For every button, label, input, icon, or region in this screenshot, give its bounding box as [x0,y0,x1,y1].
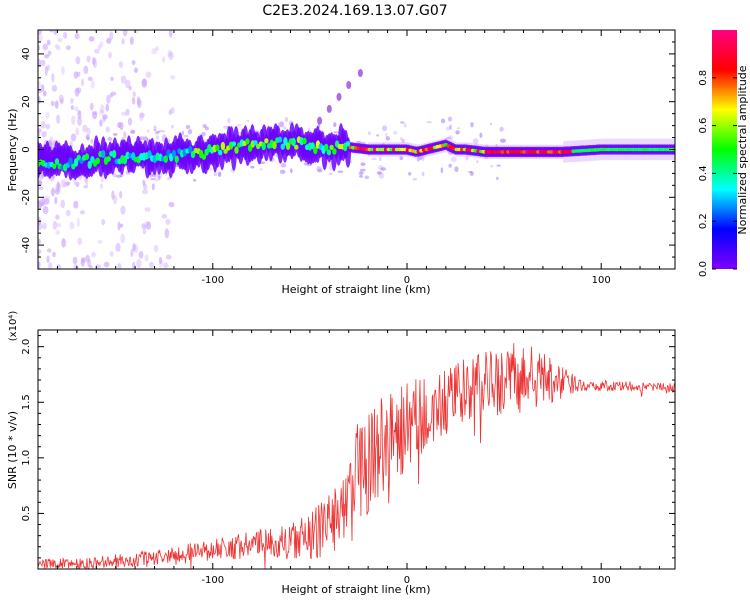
y-tick-label: 2.0 [21,339,32,355]
snr-series-line [38,343,675,569]
colorbar-bar [712,30,737,269]
x-tick-label: 100 [592,275,611,286]
snr-panel: -100 0 100 0.5 1.0 1.5 2.0 Height of straight … [6,311,676,596]
x-tick-label: 0 [404,575,410,586]
colorbar-tick-label: 0.6 [698,118,709,134]
y-tick-label: -20 [21,189,32,205]
x-tick-label: -100 [201,275,224,286]
snr-background [38,330,675,569]
y-tick-label: 0.5 [21,505,32,521]
spectrogram-x-label: Height of straight line (km) [281,283,430,296]
spectrogram-axes: -100 0 100 -40 -20 0 20 40 [21,29,675,286]
colorbar: 0.0 0.2 0.4 0.6 0.8 Normalized spectral ampl… [698,30,749,277]
y-tick-label: 1.5 [21,394,32,410]
colorbar-ticks: 0.0 0.2 0.4 0.6 0.8 [698,70,737,277]
y-tick-label: 0 [21,146,32,152]
figure-title: C2E3.2024.169.13.07.G07 [262,3,447,19]
snr-y-multiplier: (x10⁴) [8,311,19,342]
colorbar-tick-label: 0.8 [698,70,709,86]
x-tick-label: -100 [201,575,224,586]
snr-y-label: SNR (10 * v/v) [6,411,19,489]
x-tick-label: 100 [592,575,611,586]
spectrogram-panel: -100 0 100 -40 -20 0 20 40 Height of straight l… [6,29,676,296]
snr-frame [37,329,676,570]
spectrogram-y-label: Frequency (Hz) [6,109,19,192]
y-tick-label: -40 [21,237,32,253]
colorbar-tick-label: 0.2 [698,213,709,229]
colorbar-tick-label: 0.0 [698,261,709,277]
colorbar-tick-label: 0.4 [698,165,709,181]
y-tick-label: 40 [21,48,32,61]
snr-axes: -100 0 100 0.5 1.0 1.5 2.0 [21,330,675,586]
y-tick-label: 20 [21,95,32,108]
colorbar-label: Normalized spectral amplitude [736,65,749,234]
y-tick-label: 1.0 [21,450,32,466]
spectrogram-heatmap [38,30,675,269]
x-tick-label: 0 [404,275,410,286]
snr-x-label: Height of straight line (km) [281,583,430,596]
